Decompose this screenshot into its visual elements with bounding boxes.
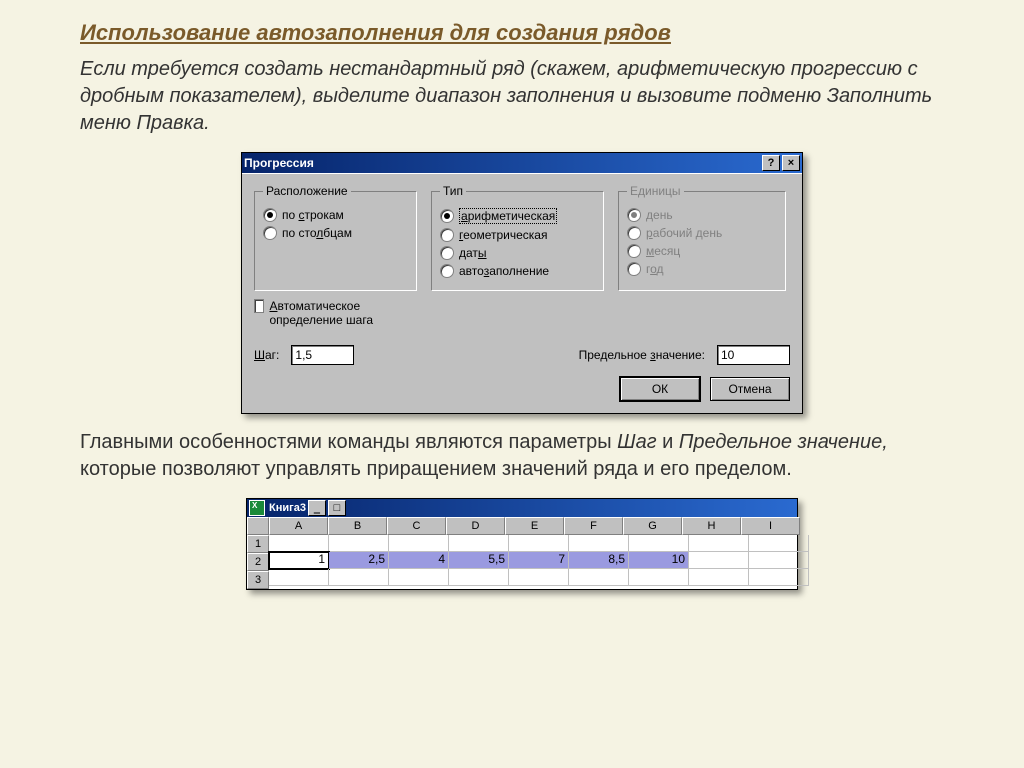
group-type-legend: Тип xyxy=(440,184,466,198)
radio-icon xyxy=(440,209,454,223)
cell[interactable]: 1 xyxy=(269,552,329,569)
radio-icon xyxy=(440,228,454,242)
cell[interactable] xyxy=(629,569,689,586)
radio-label: арифметическая xyxy=(459,208,557,224)
column-header[interactable]: D xyxy=(446,517,505,535)
cell[interactable] xyxy=(689,552,749,569)
column-header[interactable]: G xyxy=(623,517,682,535)
auto-step-label: Автоматическое определение шага xyxy=(269,299,409,327)
cell[interactable] xyxy=(569,569,629,586)
radio-label: по строкам xyxy=(282,208,344,222)
step-input[interactable]: 1,5 xyxy=(291,345,354,365)
cell[interactable] xyxy=(389,535,449,552)
radio-icon xyxy=(263,226,277,240)
cell[interactable] xyxy=(689,569,749,586)
cell[interactable]: 5,5 xyxy=(449,552,509,569)
radio-label: день xyxy=(646,208,673,222)
radio-option[interactable]: по строкам xyxy=(263,208,408,222)
radio-label: даты xyxy=(459,246,487,260)
auto-step-checkbox[interactable] xyxy=(254,299,264,313)
radio-option: день xyxy=(627,208,777,222)
column-header[interactable]: A xyxy=(269,517,328,535)
limit-label: Предельное значение: xyxy=(579,348,705,362)
radio-label: рабочий день xyxy=(646,226,722,240)
radio-label: месяц xyxy=(646,244,680,258)
cell[interactable] xyxy=(749,535,809,552)
radio-option[interactable]: даты xyxy=(440,246,595,260)
cell[interactable] xyxy=(509,535,569,552)
column-header[interactable]: I xyxy=(741,517,800,535)
radio-option: рабочий день xyxy=(627,226,777,240)
row-header[interactable]: 3 xyxy=(247,571,269,589)
row-header[interactable]: 2 xyxy=(247,553,269,571)
workbook-title: Книга3 xyxy=(269,502,306,514)
wb-max-button[interactable]: □ xyxy=(328,500,346,516)
group-type: Тип арифметическая геометрическая даты авто… xyxy=(431,184,604,291)
radio-label: по столбцам xyxy=(282,226,352,240)
column-header[interactable]: H xyxy=(682,517,741,535)
radio-icon xyxy=(263,208,277,222)
group-location-legend: Расположение xyxy=(263,184,351,198)
excel-icon xyxy=(249,500,265,516)
dialog-title: Прогрессия xyxy=(244,156,314,170)
cell[interactable] xyxy=(629,535,689,552)
ok-button[interactable]: ОК xyxy=(620,377,700,401)
cell[interactable] xyxy=(329,569,389,586)
description-text: Главными особенностями команды являются … xyxy=(80,429,964,483)
radio-label: геометрическая xyxy=(459,228,547,242)
cell[interactable] xyxy=(509,569,569,586)
dialog-titlebar[interactable]: Прогрессия ? × xyxy=(242,153,802,173)
group-units: Единицы день рабочий день месяц год xyxy=(618,184,786,291)
column-header[interactable]: C xyxy=(387,517,446,535)
radio-option: год xyxy=(627,262,777,276)
radio-option[interactable]: автозаполнение xyxy=(440,264,595,278)
step-label: Шаг: xyxy=(254,348,279,362)
close-button[interactable]: × xyxy=(782,155,800,171)
radio-icon xyxy=(627,244,641,258)
row-header[interactable]: 1 xyxy=(247,535,269,553)
cell[interactable] xyxy=(389,569,449,586)
cell[interactable] xyxy=(269,535,329,552)
column-header[interactable]: F xyxy=(564,517,623,535)
cell[interactable] xyxy=(689,535,749,552)
radio-icon xyxy=(440,264,454,278)
cell[interactable] xyxy=(449,535,509,552)
cell[interactable]: 7 xyxy=(509,552,569,569)
cell[interactable]: 8,5 xyxy=(569,552,629,569)
cell[interactable]: 10 xyxy=(629,552,689,569)
select-all-corner[interactable] xyxy=(247,517,269,535)
limit-input[interactable]: 10 xyxy=(717,345,790,365)
cell[interactable] xyxy=(449,569,509,586)
cell[interactable]: 2,5 xyxy=(329,552,389,569)
group-units-legend: Единицы xyxy=(627,184,684,198)
radio-icon xyxy=(627,262,641,276)
progression-dialog: Прогрессия ? × Расположение по строкам по… xyxy=(241,152,803,414)
radio-option: месяц xyxy=(627,244,777,258)
cell[interactable] xyxy=(269,569,329,586)
workbook-window: Книга3 ‗ □ 123 ABCDEFGHI 12,545,578,510 xyxy=(246,498,798,590)
intro-text: Если требуется создать нестандартный ряд… xyxy=(80,56,964,137)
column-header[interactable]: B xyxy=(328,517,387,535)
workbook-titlebar[interactable]: Книга3 ‗ □ xyxy=(247,499,797,517)
radio-label: год xyxy=(646,262,664,276)
cell[interactable] xyxy=(569,535,629,552)
radio-icon xyxy=(627,208,641,222)
radio-option[interactable]: геометрическая xyxy=(440,228,595,242)
radio-icon xyxy=(627,226,641,240)
cell[interactable]: 4 xyxy=(389,552,449,569)
group-location: Расположение по строкам по столбцам xyxy=(254,184,417,291)
cancel-button[interactable]: Отмена xyxy=(710,377,790,401)
cell[interactable] xyxy=(749,569,809,586)
auto-step-checkbox-row[interactable]: Автоматическое определение шага xyxy=(254,299,409,327)
radio-option[interactable]: арифметическая xyxy=(440,208,595,224)
cell[interactable] xyxy=(749,552,809,569)
column-header[interactable]: E xyxy=(505,517,564,535)
page-title: Использование автозаполнения для создани… xyxy=(80,20,964,46)
wb-min-button[interactable]: ‗ xyxy=(308,500,326,516)
cell[interactable] xyxy=(329,535,389,552)
help-button[interactable]: ? xyxy=(762,155,780,171)
radio-option[interactable]: по столбцам xyxy=(263,226,408,240)
radio-icon xyxy=(440,246,454,260)
radio-label: автозаполнение xyxy=(459,264,549,278)
